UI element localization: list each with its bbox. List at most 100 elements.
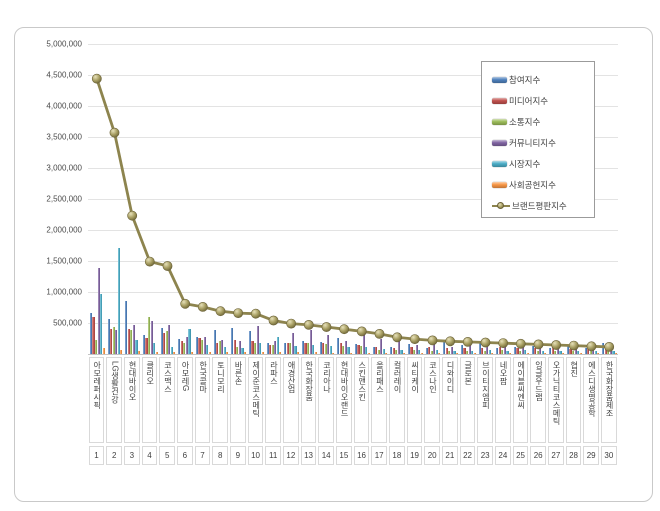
bar-미디어지수-25	[516, 347, 519, 354]
bar-소통지수-3	[130, 330, 133, 354]
category-label: 라파스	[265, 357, 282, 443]
bar-참여지수-13	[301, 341, 304, 354]
bar-사회공헌지수-2	[120, 350, 123, 354]
category-label: 클리오	[141, 357, 158, 443]
legend-swatch-line-marker-icon	[492, 201, 510, 210]
y-axis-tick-label: 2,000,000	[46, 225, 82, 235]
category-label: 오가닉티코스메틱	[547, 357, 564, 443]
category-label: 스킨앤스킨	[353, 357, 370, 443]
bar-참여지수-11	[266, 343, 269, 354]
bar-시장지수-24	[506, 350, 509, 354]
bar-시장지수-13	[312, 344, 315, 354]
category-label: 아모레퍼시픽	[88, 357, 105, 443]
bar-커뮤니티지수-11	[274, 341, 277, 354]
legend-swatch-bar-icon	[492, 97, 507, 104]
bar-미디어지수-11	[269, 344, 272, 354]
bar-미디어지수-30	[604, 348, 607, 354]
category-label: 한국화장품	[300, 357, 317, 443]
bar-사회공헌지수-4	[155, 352, 158, 354]
bar-참여지수-26	[531, 345, 534, 354]
rank-label: 5	[159, 446, 176, 465]
bar-커뮤니티지수-13	[309, 330, 312, 354]
bar-시장지수-20	[435, 350, 438, 354]
bar-사회공헌지수-14	[332, 352, 335, 354]
bar-사회공헌지수-21	[455, 353, 459, 354]
bar-미디어지수-28	[569, 348, 572, 354]
line-marker-30	[604, 341, 615, 352]
bar-사회공헌지수-28	[579, 353, 582, 354]
bar-시장지수-11	[276, 337, 279, 354]
bar-참여지수-24	[496, 347, 499, 354]
bar-소통지수-9	[236, 346, 239, 354]
bar-소통지수-4	[148, 317, 151, 354]
bar-커뮤니티지수-20	[433, 339, 436, 354]
category-label: 글로본	[459, 357, 476, 443]
rank-label: 27	[547, 446, 564, 465]
bar-커뮤니티지수-17	[380, 338, 383, 354]
bar-커뮤니티지수-26	[539, 347, 542, 354]
line-marker-12	[286, 318, 297, 329]
rank-label: 8	[212, 446, 229, 465]
bar-사회공헌지수-12	[296, 352, 300, 354]
gridline	[88, 44, 618, 45]
bar-소통지수-6	[183, 342, 186, 354]
gridline	[88, 323, 618, 324]
bar-사회공헌지수-18	[402, 353, 406, 354]
bar-참여지수-8	[213, 330, 216, 354]
line-marker-10	[250, 308, 261, 319]
bar-사회공헌지수-26	[544, 353, 547, 354]
bar-미디어지수-14	[322, 343, 325, 354]
bar-참여지수-1	[89, 313, 92, 354]
y-axis-tick-label: 1,500,000	[46, 256, 82, 266]
category-label: 현대바이오랜드	[335, 357, 352, 443]
bar-미디어지수-5	[163, 332, 166, 354]
line-marker-16	[356, 326, 367, 337]
bar-소통지수-22	[466, 350, 469, 354]
rank-label: 7	[194, 446, 211, 465]
bar-시장지수-7	[206, 344, 209, 354]
bar-시장지수-29	[594, 350, 597, 354]
bar-참여지수-6	[178, 339, 181, 354]
bar-참여지수-18	[390, 347, 393, 354]
bar-사회공헌지수-25	[526, 353, 529, 354]
bar-시장지수-28	[577, 351, 580, 354]
bar-미디어지수-17	[375, 347, 378, 354]
bar-커뮤니티지수-23	[486, 344, 489, 354]
y-axis-tick-label: 3,500,000	[46, 132, 82, 142]
line-marker-18	[392, 332, 403, 343]
rank-label: 6	[176, 446, 193, 465]
bar-시장지수-6	[188, 329, 191, 354]
line-marker-24	[498, 338, 509, 348]
line-marker-1	[91, 73, 102, 84]
gridline	[88, 292, 618, 293]
bar-커뮤니티지수-25	[521, 346, 524, 354]
bar-커뮤니티지수-5	[168, 324, 171, 354]
bar-시장지수-15	[347, 346, 350, 354]
bar-시장지수-2	[117, 248, 120, 354]
y-axis-tick-label: 4,000,000	[46, 101, 82, 111]
bar-참여지수-20	[425, 347, 428, 354]
bar-미디어지수-18	[392, 347, 395, 354]
rank-label: 14	[318, 446, 335, 465]
bar-커뮤니티지수-28	[574, 348, 577, 354]
bar-사회공헌지수-22	[473, 353, 476, 354]
bar-참여지수-12	[284, 343, 287, 354]
rank-label: 9	[229, 446, 246, 465]
category-label: 컬러레이	[388, 357, 405, 443]
category-label: 협진	[565, 357, 582, 443]
bar-미디어지수-15	[339, 343, 342, 354]
bar-시장지수-5	[170, 346, 173, 354]
gridline	[88, 168, 618, 169]
category-label: 한국화장품제조	[600, 357, 617, 443]
bar-소통지수-16	[360, 345, 363, 354]
category-label: 아모레G	[176, 357, 193, 443]
line-marker-9	[233, 308, 244, 318]
bar-사회공헌지수-24	[508, 353, 512, 354]
category-label: 토니모리	[212, 357, 229, 443]
bar-사회공헌지수-10	[261, 352, 264, 354]
rank-label: 28	[565, 446, 582, 465]
category-label: 코리아나	[318, 357, 335, 443]
bar-커뮤니티지수-3	[132, 324, 135, 354]
bar-사회공헌지수-1	[102, 347, 105, 354]
